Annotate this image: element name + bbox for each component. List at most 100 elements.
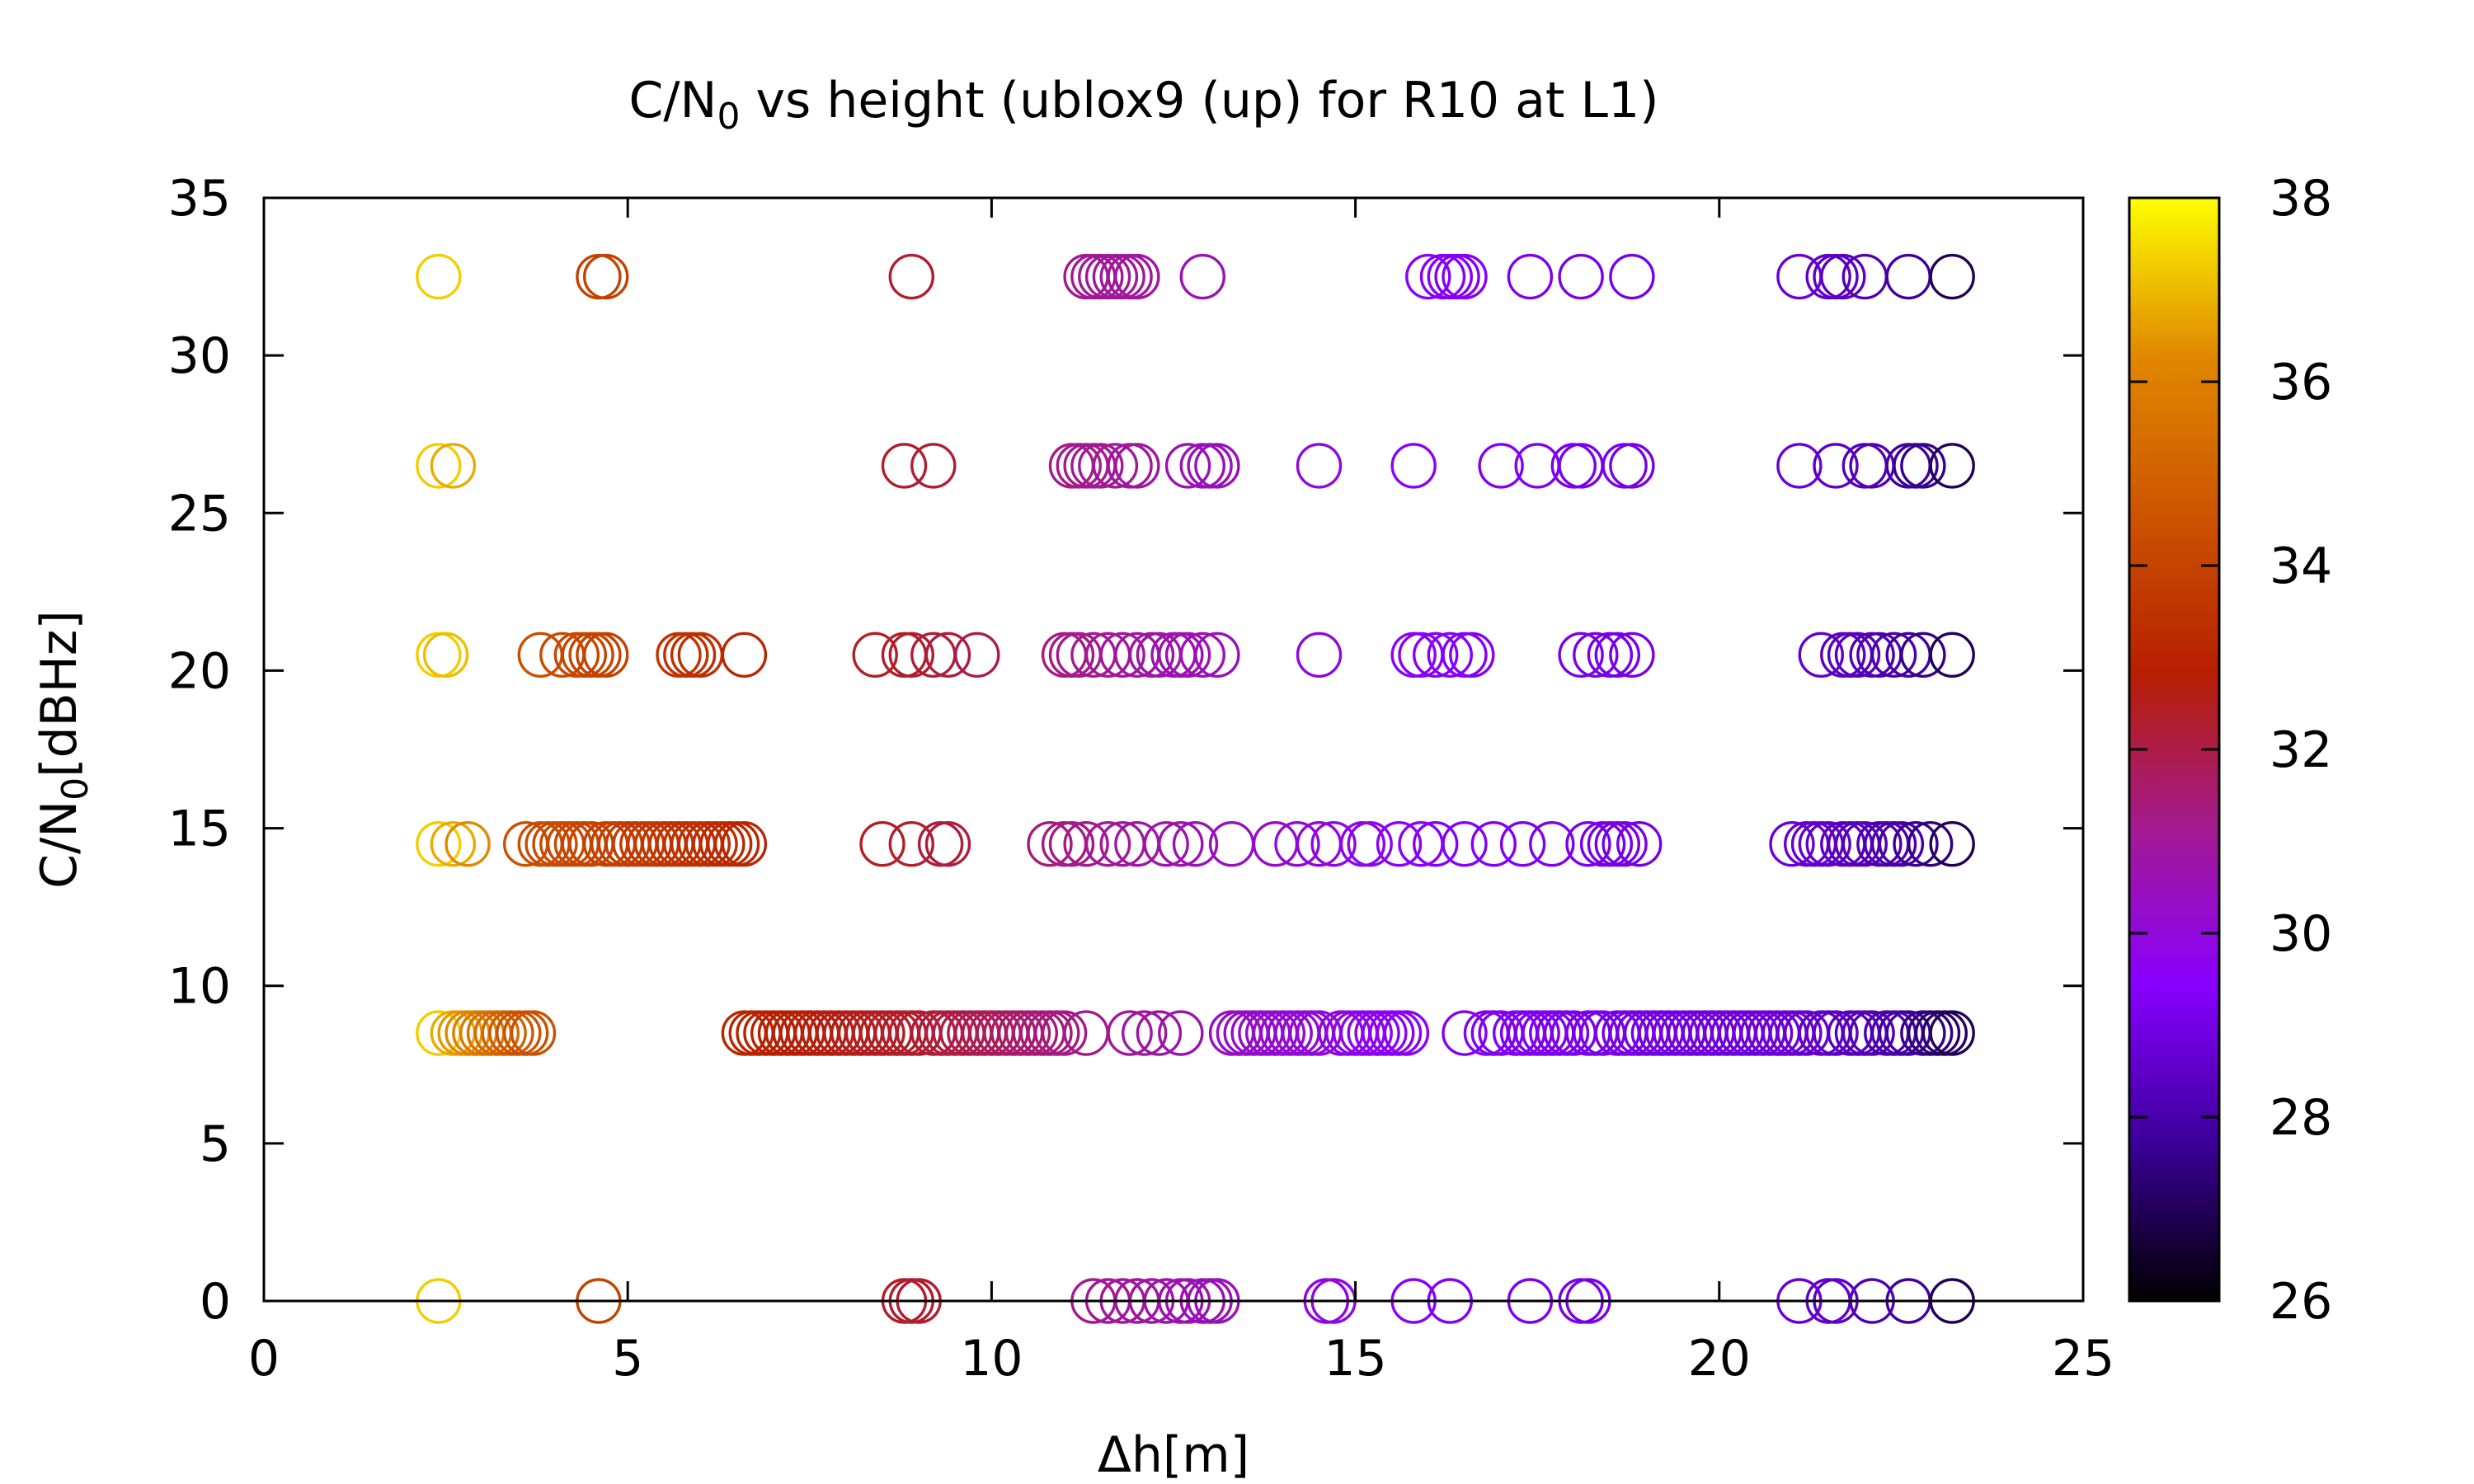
data-point xyxy=(1048,821,1095,867)
data-point xyxy=(888,632,935,678)
data-point xyxy=(1172,821,1219,867)
data-point xyxy=(1813,443,1859,489)
data-point xyxy=(1616,821,1663,867)
data-point xyxy=(852,632,898,678)
x-axis: 0 5 10 15 20 25 xyxy=(248,198,2114,1388)
data-point xyxy=(1805,821,1851,867)
data-point xyxy=(1798,632,1845,678)
data-point xyxy=(1776,443,1823,489)
data-point xyxy=(1813,1010,1859,1056)
data-point xyxy=(1470,821,1517,867)
data-point xyxy=(1164,632,1211,678)
data-point xyxy=(1834,632,1881,678)
data-point xyxy=(1900,443,1946,489)
data-point xyxy=(924,821,971,867)
data-point xyxy=(1405,253,1451,300)
x-tick-label: 10 xyxy=(960,1330,1023,1388)
data-point xyxy=(1870,632,1917,678)
colorbar-ticks: 26 28 30 32 34 36 38 xyxy=(2129,170,2332,1331)
y-tick-label: 25 xyxy=(168,485,231,542)
data-point xyxy=(1442,253,1488,300)
y-axis: 0 5 10 15 20 25 30 35 xyxy=(168,170,2083,1331)
y-axis-label: C/N0[dBHz] xyxy=(31,610,96,889)
colorbar-tick-label: 32 xyxy=(2269,721,2332,779)
data-point xyxy=(1107,1010,1153,1056)
data-point xyxy=(1194,443,1240,489)
data-point xyxy=(1390,443,1437,489)
data-point xyxy=(1573,632,1619,678)
y-tick-label: 0 xyxy=(200,1273,231,1331)
data-point xyxy=(416,443,462,489)
data-point xyxy=(1412,632,1459,678)
data-point xyxy=(910,443,957,489)
colorbar-tick-label: 26 xyxy=(2269,1273,2332,1331)
x-tick-label: 15 xyxy=(1324,1330,1386,1388)
data-point xyxy=(1078,443,1124,489)
data-point xyxy=(1558,253,1604,300)
x-tick-label: 25 xyxy=(2052,1330,2114,1388)
data-point xyxy=(1893,821,1939,867)
data-point xyxy=(583,253,629,300)
data-point xyxy=(1885,253,1931,300)
y-tick-label: 15 xyxy=(168,801,231,858)
data-points xyxy=(416,253,1975,1324)
data-point xyxy=(1849,1010,1895,1056)
data-point xyxy=(1929,1010,1975,1056)
x-tick-label: 0 xyxy=(248,1330,280,1388)
data-point xyxy=(430,821,477,867)
data-point xyxy=(1158,821,1204,867)
data-point xyxy=(1565,821,1611,867)
y-tick-label: 5 xyxy=(200,1115,231,1173)
colorbar-tick-label: 28 xyxy=(2269,1089,2332,1147)
data-point xyxy=(583,632,629,678)
colorbar-tick-label: 30 xyxy=(2269,905,2332,963)
data-point xyxy=(1092,443,1139,489)
data-point xyxy=(1609,632,1655,678)
data-point xyxy=(1769,821,1815,867)
colorbar-tick-label: 34 xyxy=(2269,538,2332,595)
data-point xyxy=(422,632,469,678)
data-point xyxy=(1929,443,1975,489)
data-point xyxy=(1063,821,1109,867)
data-point xyxy=(1099,632,1145,678)
data-point xyxy=(859,821,905,867)
data-point xyxy=(1194,632,1240,678)
data-point xyxy=(1274,821,1320,867)
data-point xyxy=(1929,253,1975,300)
data-point xyxy=(1164,443,1211,489)
x-axis-label: Δh[m] xyxy=(1098,1426,1249,1484)
data-point xyxy=(1507,253,1554,300)
data-point xyxy=(1442,821,1488,867)
data-point xyxy=(1296,632,1343,678)
data-point xyxy=(1449,632,1495,678)
colorbar-tick-label: 36 xyxy=(2269,354,2332,411)
y-tick-label: 10 xyxy=(168,958,231,1016)
data-point xyxy=(1609,253,1655,300)
data-point xyxy=(1114,253,1160,300)
data-point xyxy=(1412,821,1459,867)
data-point xyxy=(1907,821,1954,867)
data-point xyxy=(444,821,491,867)
data-point xyxy=(1041,1010,1088,1056)
data-point xyxy=(510,1010,557,1056)
data-point xyxy=(1609,443,1655,489)
data-point xyxy=(1310,821,1357,867)
data-point xyxy=(1594,632,1641,678)
data-point xyxy=(721,821,768,867)
data-point xyxy=(1427,632,1474,678)
data-point xyxy=(1158,1010,1204,1056)
data-point xyxy=(1347,821,1393,867)
y-tick-label: 20 xyxy=(168,642,231,700)
data-point xyxy=(924,632,971,678)
data-point xyxy=(1499,821,1546,867)
data-point xyxy=(888,253,935,300)
chart-title: C/N0 vs height (ublox9 (up) for R10 at L… xyxy=(628,72,1658,138)
data-point xyxy=(1121,1010,1168,1056)
x-tick-label: 5 xyxy=(612,1330,643,1388)
data-point xyxy=(1929,632,1975,678)
data-point xyxy=(1143,821,1189,867)
y-tick-label: 30 xyxy=(168,327,231,385)
data-point xyxy=(1136,1010,1183,1056)
data-point xyxy=(1878,821,1925,867)
